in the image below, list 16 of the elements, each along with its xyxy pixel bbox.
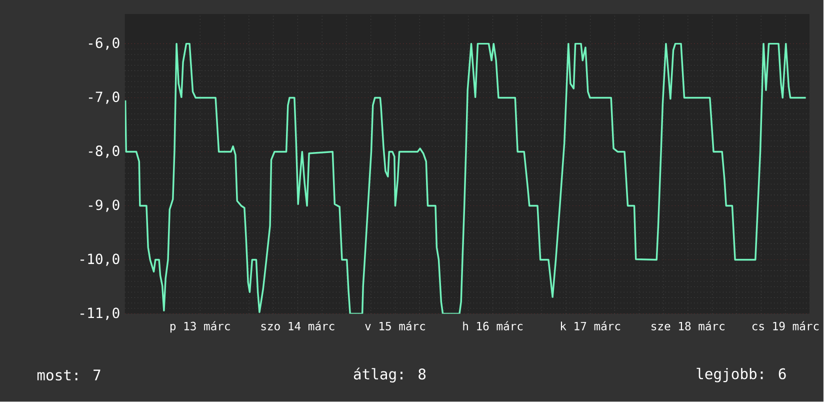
y-tick-label: -11,0 <box>80 308 120 320</box>
text: átlag: 8 <box>354 368 426 383</box>
x-tick-label: h 16 márc <box>463 321 523 331</box>
x-tick-label: p 13 márc <box>170 321 230 333</box>
y-tick-label: -7,0 <box>88 92 120 104</box>
x-tick-label: cs 19 márc <box>752 321 819 331</box>
text: most: 7 <box>37 370 100 381</box>
y-tick-label: -10,0 <box>80 254 120 266</box>
y-tick-label: -6,0 <box>88 38 120 50</box>
x-tick-label: k 17 márc <box>560 321 620 331</box>
text: legjobb: 6 <box>696 368 786 382</box>
y-tick-label: -8,0 <box>88 146 120 158</box>
y-tick-label: -9,0 <box>88 200 120 212</box>
x-tick-label: v 15 márc <box>365 321 425 331</box>
x-tick-label: sze 18 márc <box>652 321 724 331</box>
x-tick-label: szo 14 márc <box>261 321 334 331</box>
